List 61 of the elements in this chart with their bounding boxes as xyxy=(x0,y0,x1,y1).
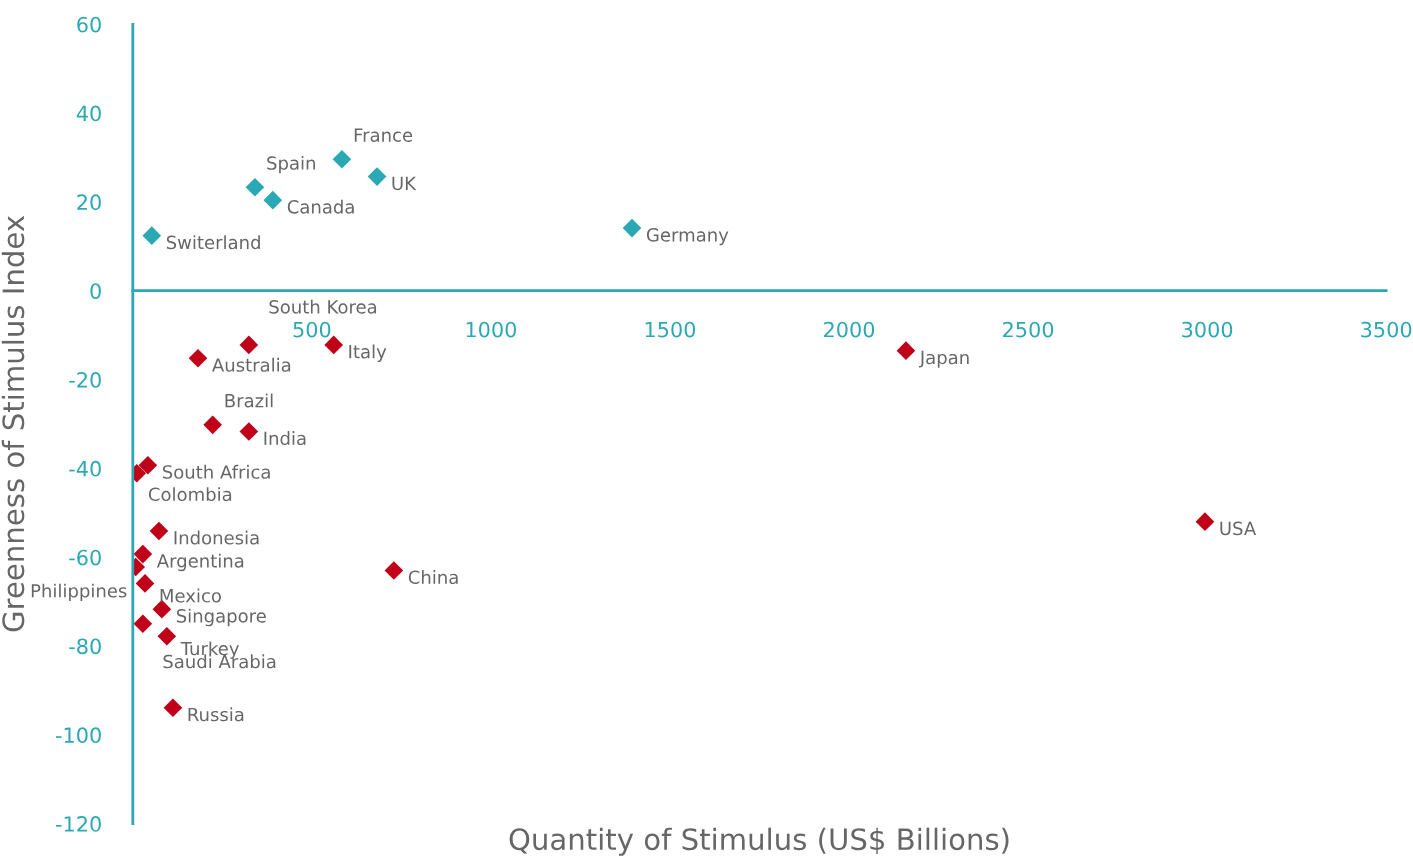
point xyxy=(149,521,169,541)
annotation: Brazil xyxy=(225,393,273,408)
annotation: Argentina xyxy=(156,553,244,572)
y-tick-label: -80 xyxy=(69,638,101,655)
point xyxy=(203,415,222,435)
annotation: South Korea xyxy=(269,299,377,314)
point xyxy=(142,226,162,245)
x-tick-label: 2000 xyxy=(824,321,875,338)
x-tick-label: 500 xyxy=(293,321,331,338)
y-axis-title: Greenness of Stimulus Index xyxy=(1,215,25,632)
annotation: Spain xyxy=(267,155,315,174)
y-tick-label: -120 xyxy=(56,816,101,832)
y-tick-label: -20 xyxy=(69,372,101,388)
y-tick-label: 60 xyxy=(77,16,101,33)
annotation: Switerland xyxy=(166,235,260,250)
annotation: France xyxy=(354,128,413,142)
annotation: Russia xyxy=(188,707,244,722)
y-tick-label: 0 xyxy=(90,283,101,299)
point xyxy=(384,561,404,580)
x-tick-label: 1000 xyxy=(466,321,517,338)
annotation: UK xyxy=(392,176,417,191)
y-tick-label: -40 xyxy=(69,460,101,477)
point xyxy=(367,167,387,186)
x-tick-label: 3000 xyxy=(1182,321,1233,338)
point xyxy=(239,335,259,355)
y-tick-label: -100 xyxy=(56,727,101,744)
x-tick-label: 2500 xyxy=(1003,321,1054,338)
y-tick-label: -60 xyxy=(69,549,101,566)
annotation: Colombia xyxy=(148,487,232,502)
x-tick-label: 1500 xyxy=(645,321,696,338)
point xyxy=(622,218,642,238)
annotation: Philippines xyxy=(31,583,127,602)
y-tick-label: 40 xyxy=(76,105,101,122)
annotation: Japan xyxy=(918,350,969,368)
annotation: Canada xyxy=(287,199,354,214)
annotation: China xyxy=(408,570,458,585)
x-axis-title: Quantity of Stimulus (US$ Billions) xyxy=(509,827,1009,856)
annotation: Indonesia xyxy=(174,530,259,545)
annotation: India xyxy=(264,431,306,446)
point xyxy=(245,177,265,197)
annotation: Australia xyxy=(212,357,291,372)
point xyxy=(133,614,153,634)
annotation: Italy xyxy=(349,344,387,362)
annotation: USA xyxy=(1220,521,1257,536)
point xyxy=(135,574,155,593)
point xyxy=(896,341,916,360)
annotation: South Africa xyxy=(162,464,270,479)
y-tick-label: 20 xyxy=(77,194,101,211)
point xyxy=(157,626,177,646)
annotation: Mexico xyxy=(160,588,221,603)
point xyxy=(332,149,352,169)
point xyxy=(138,455,158,475)
annotation: Germany xyxy=(646,228,729,246)
point xyxy=(1195,512,1215,531)
x-tick-label: 3500 xyxy=(1361,321,1412,338)
point xyxy=(133,544,153,564)
point xyxy=(263,190,283,210)
annotation: Singapore xyxy=(176,608,266,627)
point xyxy=(163,698,183,718)
point xyxy=(188,348,208,368)
point xyxy=(239,422,259,441)
